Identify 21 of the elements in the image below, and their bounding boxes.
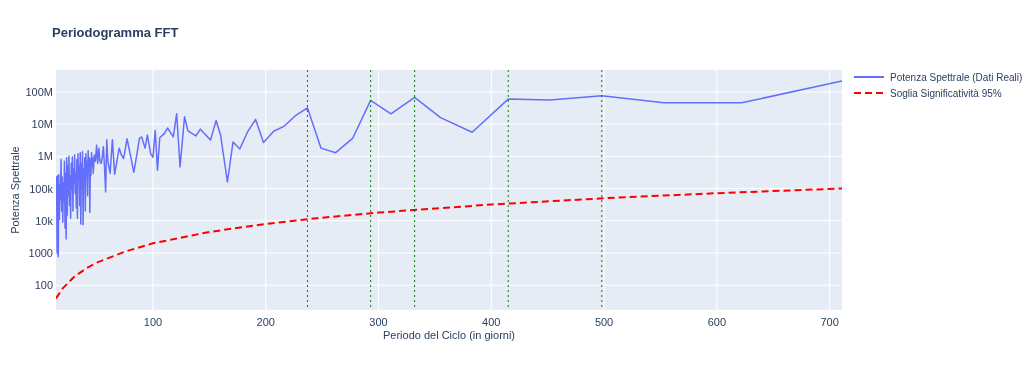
line-series [56, 80, 842, 258]
x-tick-label: 200 [256, 316, 275, 328]
x-tick-label: 300 [369, 316, 388, 328]
x-tick-label: 600 [707, 316, 727, 328]
y-tick-label: 100M [25, 85, 53, 98]
y-tick-label: 100 [34, 279, 53, 292]
x-tick-label: 500 [594, 316, 614, 328]
legend-label: Soglia Significatività 95% [890, 88, 1002, 99]
x-tick-label: 400 [482, 316, 501, 328]
x-axis-title: Periodo del Ciclo (in giorni) [382, 329, 516, 341]
y-tick-label: 1M [37, 150, 53, 163]
line-series [56, 187, 842, 300]
chart-title: Periodogramma FFT [52, 25, 179, 40]
legend-label: Potenza Spettrale (Dati Reali) [890, 72, 1023, 83]
y-tick-label: 1000 [28, 247, 53, 259]
y-tick-label: 100k [29, 182, 54, 195]
y-tick-label: 10M [31, 118, 53, 131]
x-tick-label: 700 [820, 316, 839, 328]
x-tick-label: 100 [143, 316, 163, 328]
y-axis-title: Potenza Spettrale [9, 146, 21, 234]
y-tick-label: 10k [35, 214, 54, 227]
